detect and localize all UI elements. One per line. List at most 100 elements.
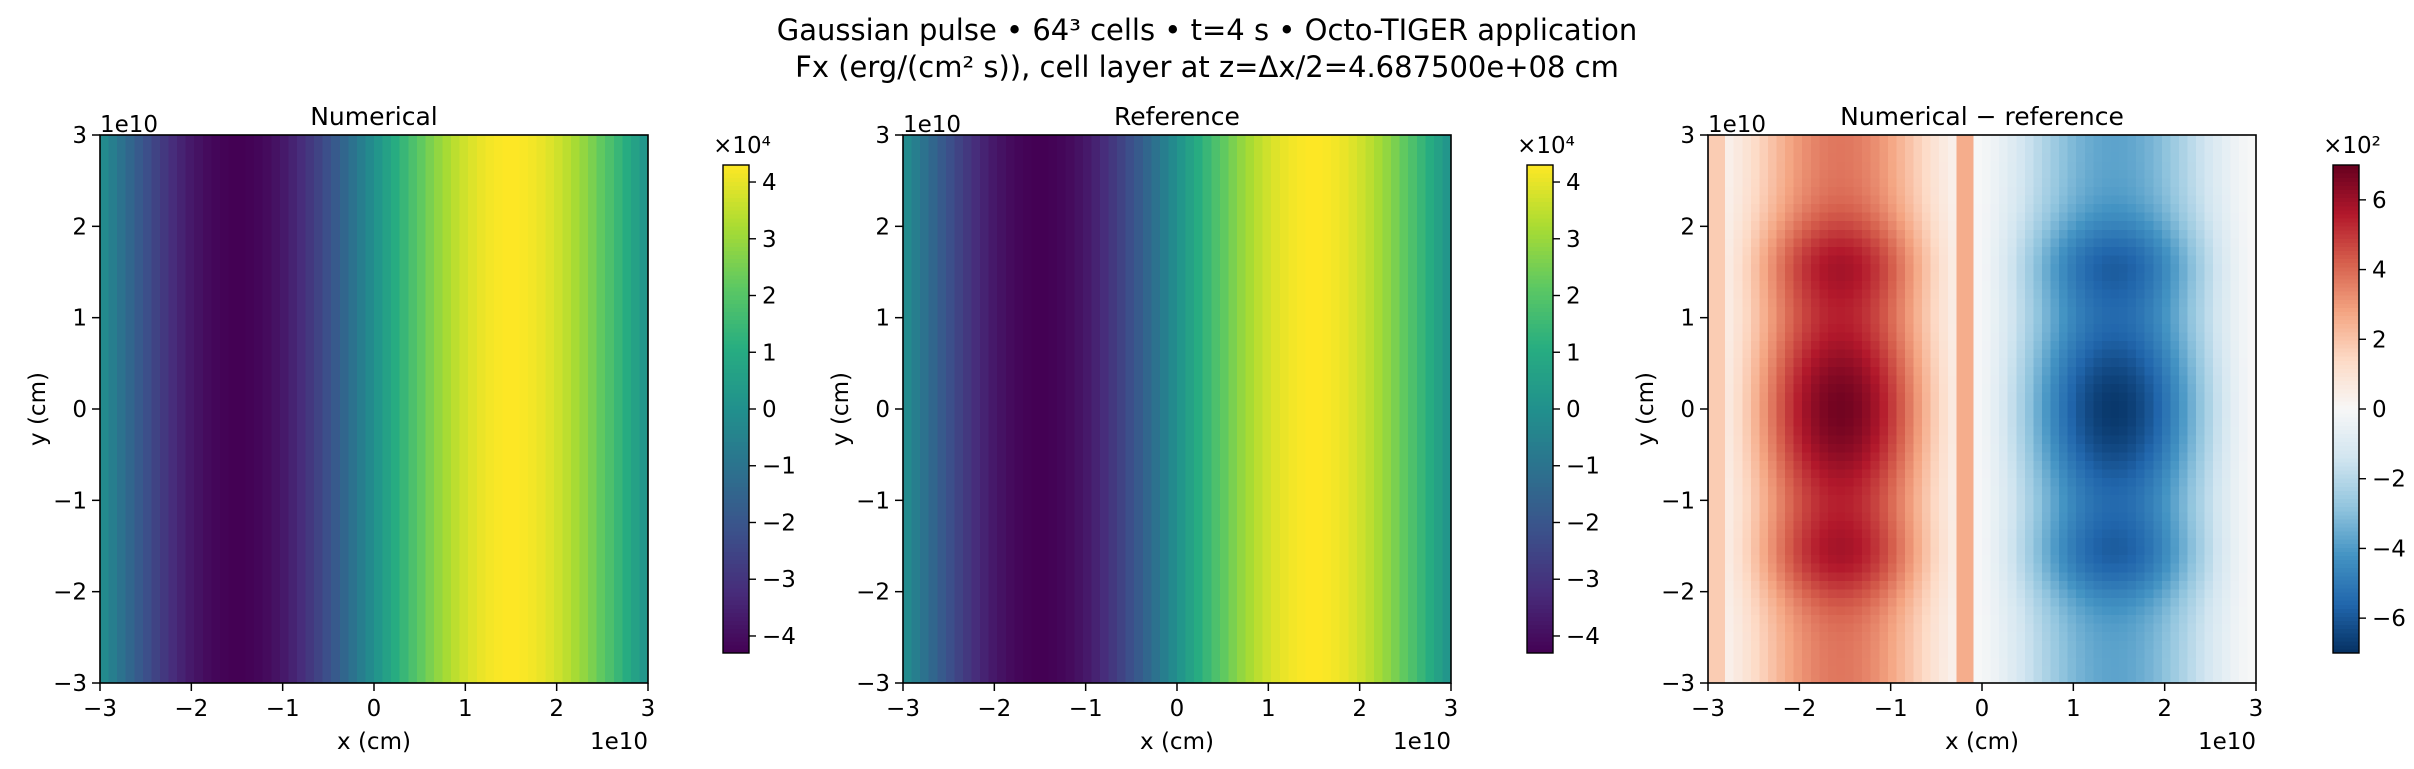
heatmap-cell <box>228 528 238 539</box>
heatmap-cell <box>151 349 161 359</box>
heatmap-cell <box>391 306 401 316</box>
heatmap-cell <box>125 194 135 205</box>
heatmap-cell <box>502 391 512 402</box>
heatmap-cell <box>279 443 289 453</box>
heatmap-cell <box>271 212 281 222</box>
heatmap-cell <box>588 357 598 367</box>
heatmap-cell <box>536 528 546 539</box>
heatmap-cell <box>288 400 298 410</box>
heatmap-cell <box>639 237 649 247</box>
heatmap-cell <box>596 340 606 350</box>
heatmap-cell <box>185 143 195 153</box>
heatmap-cell <box>305 203 315 213</box>
heatmap-cell <box>639 340 649 350</box>
heatmap-cell <box>194 229 204 239</box>
heatmap-cell <box>920 340 930 350</box>
heatmap-cell <box>125 494 135 504</box>
heatmap-cell <box>579 400 589 410</box>
heatmap-cell <box>954 169 964 179</box>
colorbar-tick-label: 0 <box>762 397 777 423</box>
heatmap-cell <box>382 229 392 239</box>
heatmap-cell <box>613 494 623 504</box>
heatmap-cell <box>108 272 118 282</box>
heatmap-cell <box>468 426 478 436</box>
heatmap-cell <box>305 546 315 556</box>
heatmap-cell <box>322 349 332 359</box>
heatmap-cell <box>920 297 930 307</box>
heatmap-cell <box>451 143 461 153</box>
heatmap-cell <box>202 357 212 367</box>
heatmap-cell <box>219 306 230 316</box>
heatmap-cell <box>588 451 598 461</box>
heatmap-cell <box>356 186 367 196</box>
heatmap-cell <box>151 237 161 247</box>
heatmap-cell <box>331 323 341 333</box>
heatmap-cell <box>194 468 204 479</box>
heatmap-cell <box>142 272 152 282</box>
heatmap-cell <box>262 160 272 170</box>
heatmap-cell <box>425 563 435 573</box>
heatmap-cell <box>416 520 426 530</box>
colorbar-segment <box>723 287 749 292</box>
heatmap-cell <box>211 297 221 307</box>
heatmap-cell <box>374 597 384 607</box>
heatmap-cell <box>416 571 426 581</box>
heatmap-cell <box>219 494 230 504</box>
heatmap-cell <box>962 477 973 487</box>
heatmap-cell <box>348 152 358 162</box>
heatmap-cell <box>211 468 221 479</box>
heatmap-cell <box>433 289 444 299</box>
heatmap-cell <box>562 186 572 196</box>
heatmap-cell <box>296 160 307 170</box>
colorbar-segment <box>723 514 749 520</box>
heatmap-cell <box>374 520 384 530</box>
heatmap-cell <box>296 580 307 590</box>
heatmap-cell <box>296 186 307 196</box>
heatmap-cell <box>519 297 529 307</box>
heatmap-cell <box>468 640 478 650</box>
heatmap-cell <box>151 186 161 196</box>
heatmap-cell <box>928 135 938 145</box>
heatmap-cell <box>971 272 981 282</box>
heatmap-cell <box>502 186 512 196</box>
heatmap-cell <box>365 657 375 667</box>
heatmap-cell <box>553 528 563 539</box>
heatmap-cell <box>630 383 641 393</box>
heatmap-cell <box>151 503 161 513</box>
heatmap-cell <box>245 366 255 376</box>
heatmap-cell <box>142 263 152 273</box>
colorbar-segment <box>723 575 749 581</box>
heatmap-cell <box>928 588 938 598</box>
heatmap-cell <box>954 246 964 256</box>
heatmap-cell <box>254 623 264 633</box>
heatmap-cell <box>348 263 358 273</box>
heatmap-cell <box>399 374 409 384</box>
heatmap-cell <box>476 563 486 573</box>
heatmap-cell <box>279 280 289 290</box>
heatmap-cell <box>408 220 418 230</box>
heatmap-cell <box>117 331 127 342</box>
heatmap-cell <box>545 391 555 402</box>
heatmap-cell <box>639 451 649 461</box>
heatmap-cell <box>314 229 324 239</box>
heatmap-cell <box>588 563 598 573</box>
heatmap-cell <box>596 640 606 650</box>
heatmap-cell <box>219 263 230 273</box>
heatmap-cell <box>536 229 546 239</box>
heatmap-cell <box>314 323 324 333</box>
heatmap-cell <box>279 674 289 684</box>
heatmap-cell <box>485 597 495 607</box>
heatmap-cell <box>579 468 589 479</box>
heatmap-cell <box>562 520 572 530</box>
heatmap-cell <box>519 623 529 633</box>
heatmap-cell <box>639 400 649 410</box>
heatmap-cell <box>125 520 135 530</box>
heatmap-cell <box>339 297 349 307</box>
heatmap-cell <box>511 306 521 316</box>
heatmap-cell <box>485 468 495 479</box>
heatmap-cell <box>945 623 955 633</box>
heatmap-cell <box>468 135 478 145</box>
heatmap-cell <box>433 623 444 633</box>
heatmap-cell <box>911 588 921 598</box>
heatmap-cell <box>519 237 529 247</box>
